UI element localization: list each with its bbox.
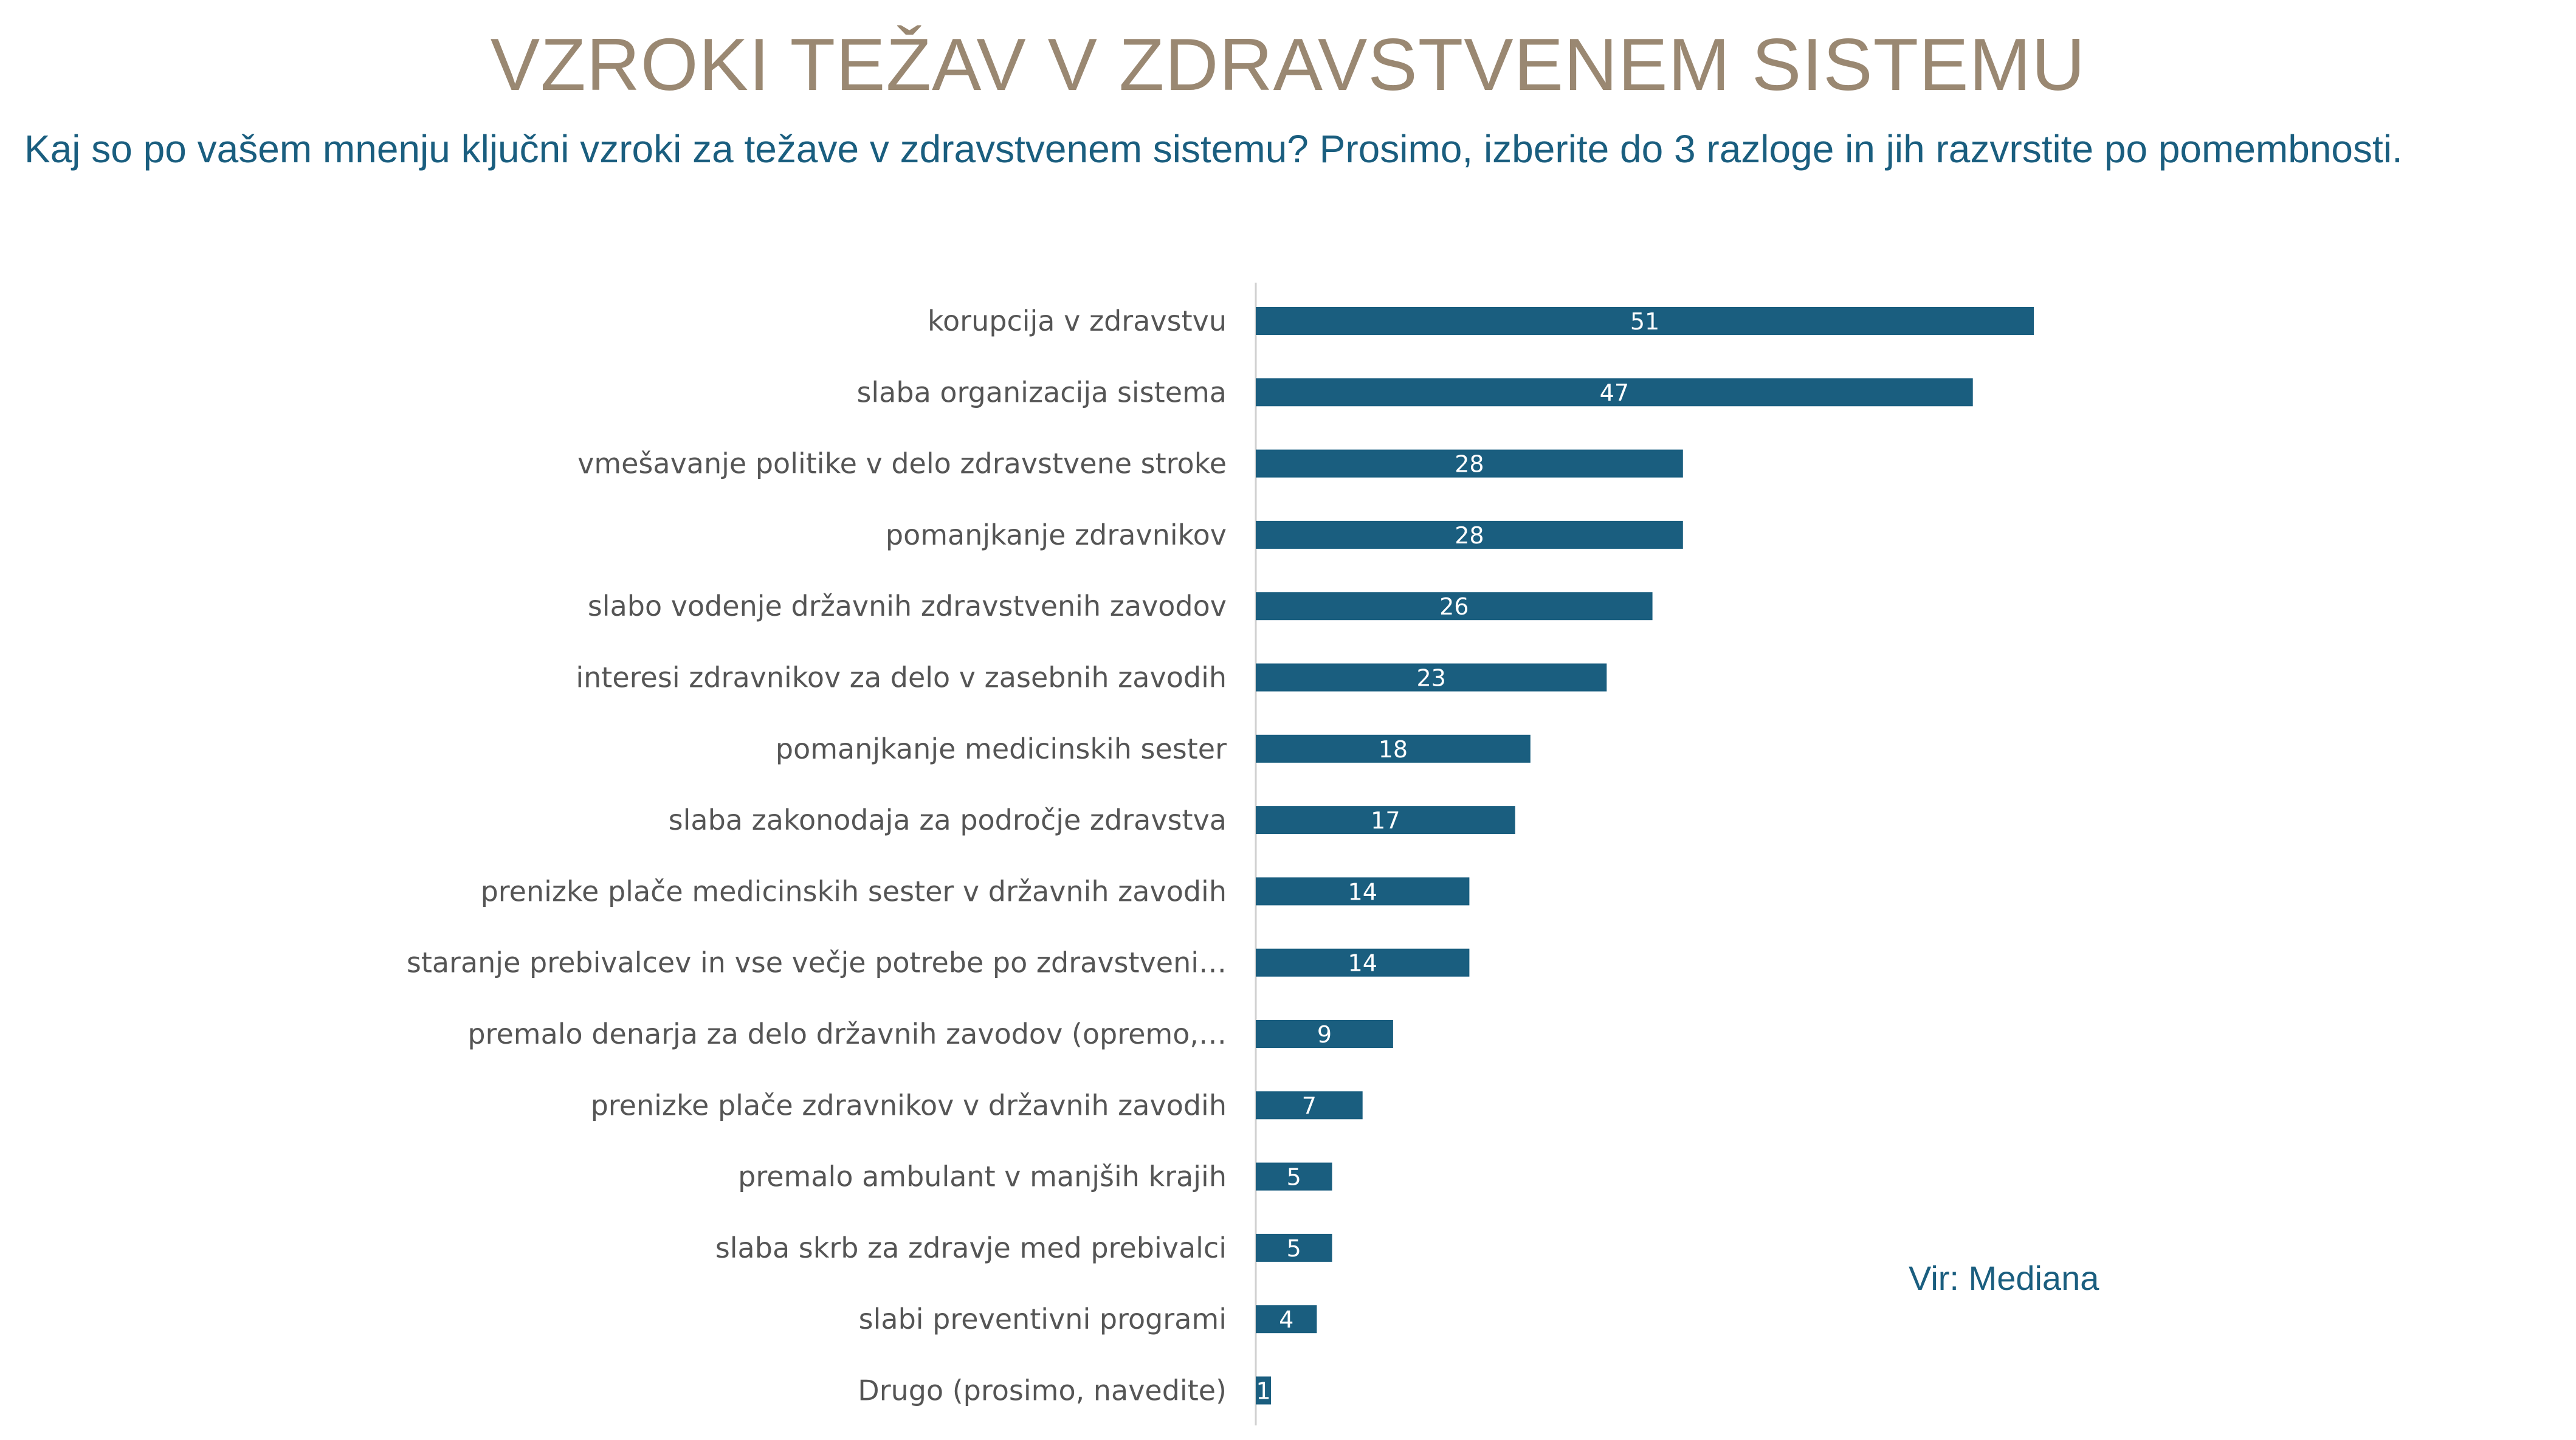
category-label: staranje prebivalcev in vse večje potreb…: [407, 946, 1227, 979]
category-label: prenizke plače zdravnikov v državnih zav…: [591, 1089, 1227, 1121]
bar: [1256, 307, 2034, 335]
category-label: premalo denarja za delo državnih zavodov…: [467, 1018, 1227, 1050]
category-label: interesi zdravnikov za delo v zasebnih z…: [576, 661, 1227, 694]
bar: [1256, 948, 1470, 977]
data-label: 51: [1630, 308, 1659, 335]
data-label: 17: [1371, 807, 1400, 834]
category-label: pomanjkanje zdravnikov: [886, 518, 1227, 551]
bar: [1256, 734, 1531, 763]
category-label: premalo ambulant v manjših krajih: [738, 1160, 1227, 1193]
source-note: Vir: Mediana: [1909, 1259, 2099, 1297]
data-label: 4: [1279, 1306, 1293, 1333]
category-label: slabo vodenje državnih zdravstvenih zavo…: [588, 590, 1227, 622]
bar: [1256, 592, 1653, 621]
data-label: 18: [1379, 736, 1408, 763]
chart-subtitle: Kaj so po vašem mnenju ključni vzroki za…: [24, 127, 2403, 171]
category-label: slaba zakonodaja za področje zdravstva: [669, 804, 1227, 836]
bar: [1256, 1305, 1317, 1334]
bar: [1256, 449, 1683, 478]
data-label: 14: [1348, 878, 1377, 905]
data-label: 28: [1455, 522, 1484, 549]
data-label: 23: [1416, 665, 1445, 692]
data-label: 1: [1256, 1378, 1270, 1405]
category-label: korupcija v zdravstvu: [928, 305, 1227, 337]
bar: [1256, 1376, 1272, 1405]
chart-title: VZROKI TEŽAV V ZDRAVSTVENEM SISTEMU: [490, 23, 2086, 106]
data-label: 9: [1317, 1021, 1332, 1048]
category-label: Drugo (prosimo, navedite): [858, 1374, 1227, 1407]
category-label: slabi preventivni programi: [859, 1303, 1227, 1335]
bar: [1256, 1162, 1332, 1191]
data-label: 47: [1600, 379, 1629, 406]
category-label: pomanjkanje medicinskih sester: [776, 732, 1227, 765]
bar: [1256, 1091, 1363, 1120]
bar: [1256, 1233, 1332, 1262]
bar: [1256, 520, 1683, 549]
data-label: 14: [1348, 950, 1377, 977]
bar: [1256, 806, 1515, 835]
bar: [1256, 877, 1470, 906]
category-label: prenizke plače medicinskih sester v drža…: [481, 875, 1227, 908]
data-label: 26: [1439, 593, 1469, 620]
data-label: 5: [1287, 1164, 1301, 1191]
bar: [1256, 378, 1973, 407]
bar: [1256, 663, 1607, 692]
data-label: 7: [1302, 1092, 1317, 1119]
category-label: slaba skrb za zdravje med prebivalci: [715, 1232, 1227, 1264]
category-label: slaba organizacija sistema: [856, 376, 1227, 408]
bar: [1256, 1020, 1393, 1048]
category-label: vmešavanje politike v delo zdravstvene s…: [577, 447, 1227, 480]
data-label: 5: [1287, 1235, 1301, 1262]
data-label: 28: [1455, 451, 1484, 478]
